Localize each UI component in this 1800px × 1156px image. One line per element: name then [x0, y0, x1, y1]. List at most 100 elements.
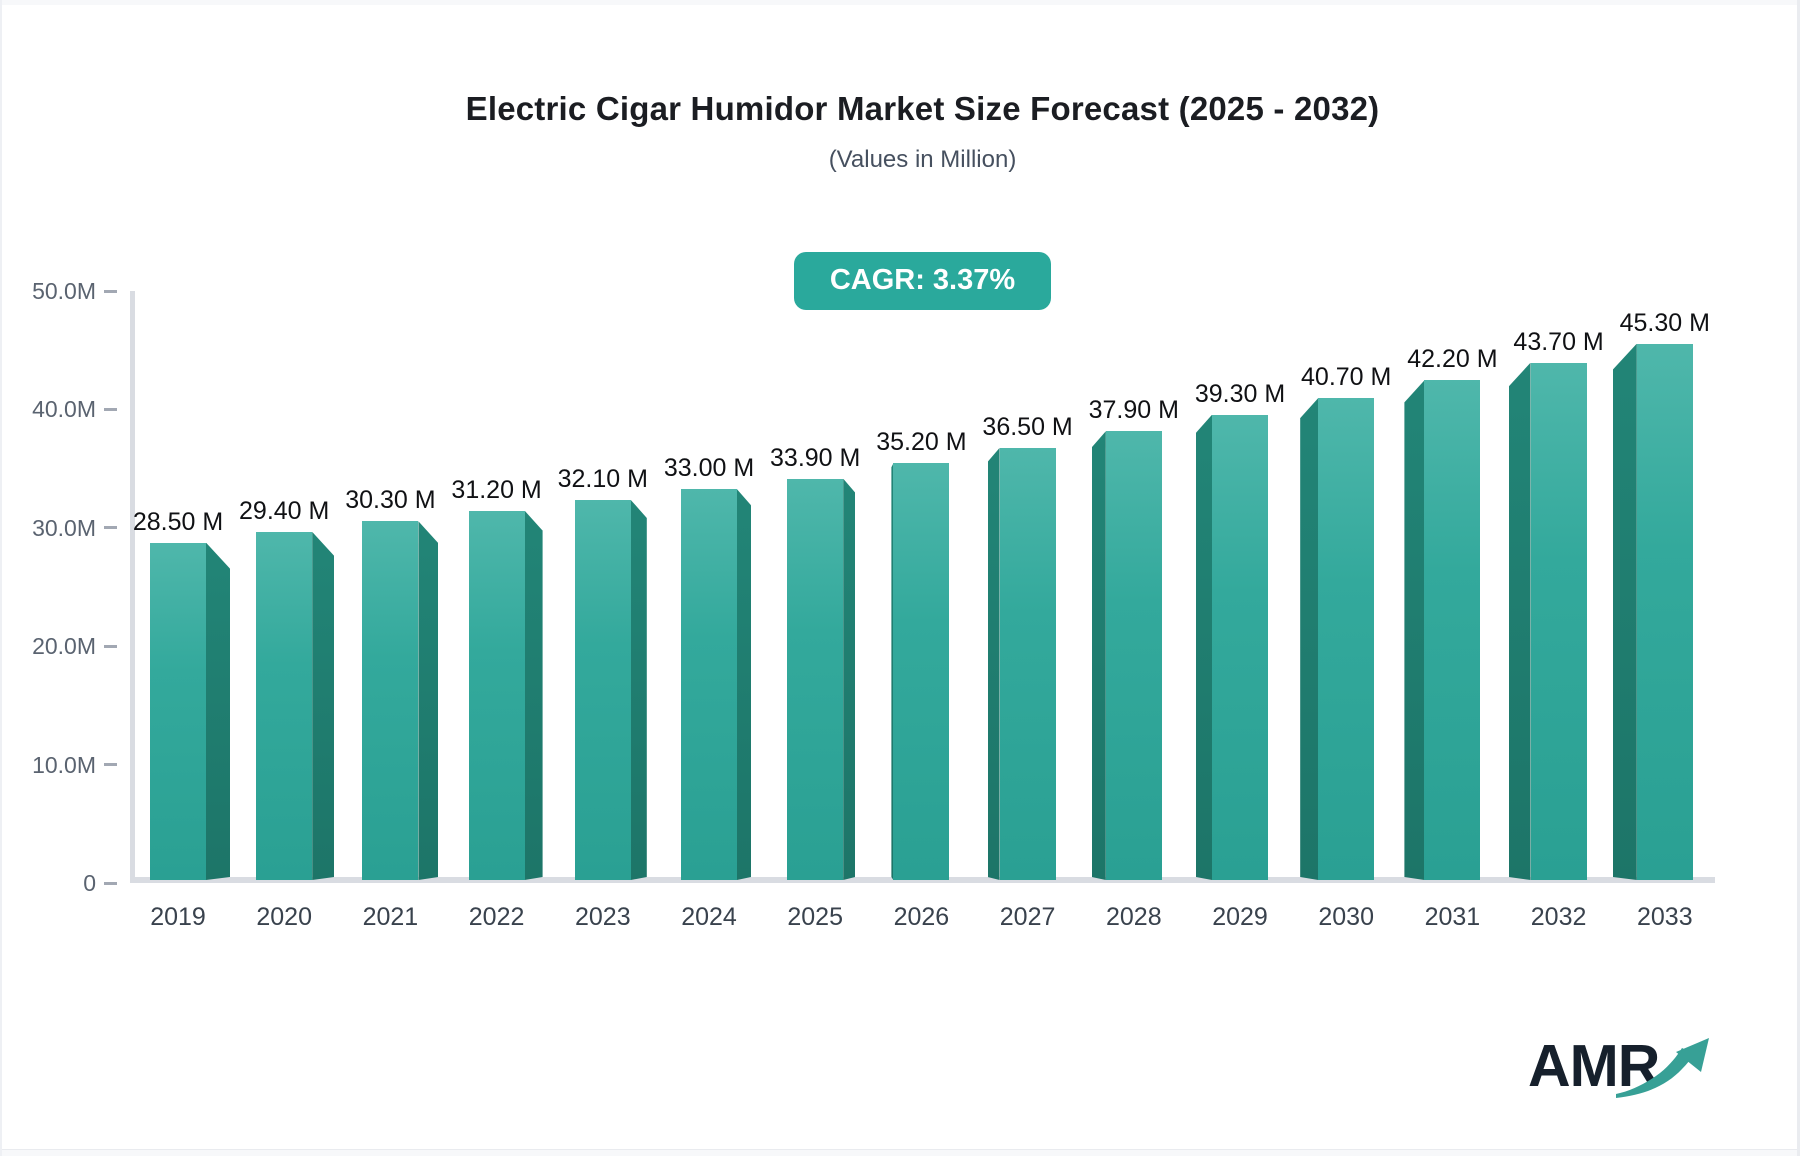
- x-axis-label: 2024: [681, 903, 737, 931]
- bar: [891, 463, 950, 880]
- bar-side-face: [843, 479, 855, 880]
- y-tick-label: 30.0M: [32, 514, 96, 541]
- bar-side-face: [1092, 431, 1106, 880]
- bar: [256, 531, 334, 880]
- y-tick-label: 0: [83, 870, 96, 896]
- bar-value-label: 33.00 M: [663, 454, 755, 483]
- bar-value-label: 40.70 M: [1301, 363, 1392, 392]
- bar-value-label: 32.10 M: [557, 464, 648, 493]
- bar-face: [787, 478, 844, 880]
- x-axis-label: 2031: [1424, 903, 1481, 931]
- bar-value-label: 28.50 M: [132, 507, 224, 536]
- chart-subtitle: (Values in Million): [828, 146, 1017, 173]
- bar-face: [256, 531, 313, 880]
- bar: [1196, 414, 1268, 880]
- x-axis-label: 2025: [787, 903, 843, 931]
- y-tick-mark: [104, 644, 117, 648]
- growth-arrow-icon: [1616, 1038, 1709, 1098]
- x-axis-label: 2020: [256, 903, 312, 931]
- bar-side-face: [988, 448, 1000, 880]
- bar-value-label: 31.20 M: [451, 475, 542, 504]
- bar-face: [893, 463, 950, 880]
- x-axis-label: 2027: [999, 903, 1056, 931]
- bar-face: [362, 521, 419, 880]
- bar-side-face: [312, 532, 334, 880]
- x-axis-label: 2019: [150, 903, 206, 931]
- bar-value-label: 30.30 M: [345, 486, 436, 515]
- bar: [574, 499, 647, 880]
- bar-side-face: [1509, 363, 1531, 880]
- bar-face: [1318, 398, 1375, 880]
- bar-side-face: [737, 489, 751, 880]
- x-axis-label: 2026: [893, 903, 950, 931]
- bar-side-face: [1613, 344, 1637, 880]
- bar-side-face: [206, 543, 230, 880]
- x-axis-label: 2030: [1318, 903, 1374, 931]
- bar: [468, 510, 543, 880]
- y-tick-label: 40.0M: [32, 396, 96, 423]
- y-tick-mark: [104, 407, 117, 411]
- bar: [1613, 343, 1693, 880]
- frame-bottom-strip: [0, 1149, 1800, 1156]
- cagr-badge-wrap: CAGR: 3.37%: [130, 252, 1715, 310]
- bar-face: [150, 542, 206, 880]
- bar-face: [574, 499, 631, 880]
- bar: [362, 521, 438, 880]
- bar-side-face: [1404, 380, 1424, 880]
- x-axis-label: 2023: [574, 903, 631, 931]
- plot-area: 50.0M 40.0M 30.0M 20.0M 10.0M 0 28.50 M 29.40 …: [32, 278, 1750, 931]
- bar-side-face: [631, 500, 647, 880]
- bar-face: [1424, 380, 1481, 880]
- y-tick-mark: [104, 881, 117, 885]
- bar-face: [999, 447, 1056, 880]
- bar-face: [681, 489, 737, 880]
- bar: [1404, 380, 1481, 880]
- bar-value-label: 45.30 M: [1619, 308, 1710, 337]
- bar-value-label: 29.40 M: [239, 496, 330, 525]
- x-axis-baseline: [130, 877, 1715, 883]
- y-axis-line: [130, 291, 135, 883]
- bar-side-face: [1196, 415, 1212, 880]
- amr-logo: AMR: [1528, 1035, 1748, 1110]
- bar: [787, 478, 855, 880]
- x-axis-label: 2029: [1212, 903, 1268, 931]
- x-axis-label: 2021: [362, 903, 419, 931]
- y-tick-mark: [104, 763, 117, 767]
- bar-value-label: 37.90 M: [1088, 396, 1179, 425]
- chart-title: Electric Cigar Humidor Market Size Forec…: [465, 90, 1380, 127]
- bar-face: [1636, 343, 1693, 880]
- bar: [1092, 431, 1162, 880]
- bar-value-label: 42.20 M: [1407, 345, 1498, 374]
- bar-face: [468, 510, 525, 880]
- y-tick-label: 10.0M: [32, 751, 96, 778]
- x-axis-label: 2022: [468, 903, 525, 931]
- bar-value-label: 43.70 M: [1513, 327, 1604, 356]
- bar-face: [1212, 414, 1268, 880]
- x-axis-label: 2033: [1636, 903, 1693, 931]
- frame-left-border: [0, 0, 2, 1156]
- bar-value-label: 36.50 M: [982, 412, 1073, 441]
- bar: [1509, 362, 1587, 880]
- bar: [988, 447, 1056, 880]
- bar-value-label: 33.90 M: [770, 443, 861, 472]
- y-tick-label: 50.0M: [32, 278, 96, 304]
- frame-right-border: [1797, 0, 1800, 1156]
- bar-side-face: [1300, 398, 1318, 880]
- bar-face: [1530, 362, 1587, 880]
- bar-value-label: 35.20 M: [876, 428, 967, 457]
- frame-top-strip: [0, 0, 1800, 5]
- bar: [150, 542, 230, 880]
- bar-side-face: [525, 511, 543, 880]
- x-axis-label: 2032: [1530, 903, 1587, 931]
- x-axis-label: 2028: [1105, 903, 1162, 931]
- cagr-badge: CAGR: 3.37%: [793, 252, 1052, 310]
- bar-side-face: [891, 463, 893, 880]
- bar-value-label: 39.30 M: [1194, 379, 1286, 408]
- y-tick-mark: [104, 289, 117, 293]
- bar: [681, 489, 751, 880]
- y-tick-label: 20.0M: [32, 633, 96, 660]
- bar: [1300, 398, 1375, 880]
- y-tick-mark: [104, 526, 117, 530]
- bar-side-face: [418, 521, 438, 880]
